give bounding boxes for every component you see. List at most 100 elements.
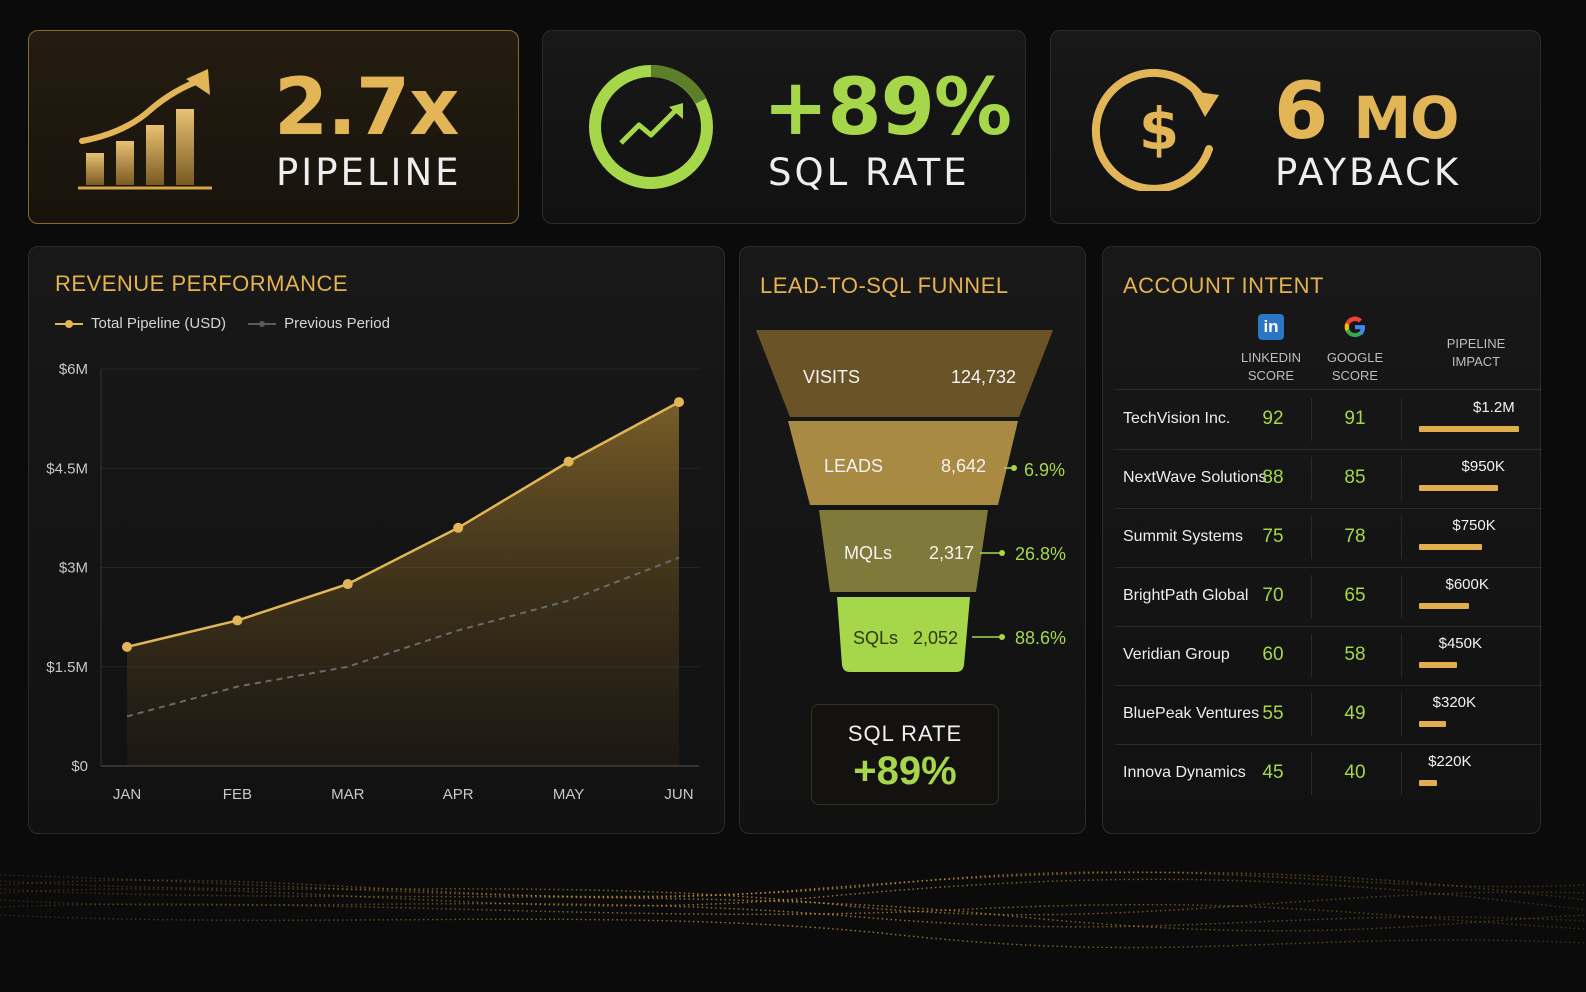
header-text: SCORE <box>1331 368 1379 383</box>
x-tick-label: FEB <box>223 786 252 803</box>
funnel-stage-leads <box>788 421 1018 505</box>
y-tick-label: $4.5M <box>46 460 88 477</box>
funnel-value: 124,732 <box>951 367 1017 387</box>
kpi-label: PAYBACK <box>1275 151 1462 194</box>
funnel-shapes <box>756 330 1053 672</box>
divider <box>1311 752 1312 795</box>
header-text: GOOGLE <box>1326 350 1384 365</box>
y-tick-label: $1.5M <box>46 659 88 676</box>
divider <box>1401 693 1402 736</box>
legend-swatch-pipeline <box>55 319 83 328</box>
google-score: 91 <box>1344 408 1366 429</box>
account-name: Summit Systems <box>1123 528 1244 545</box>
kpi-card-payback: $ 6 MO PAYBACK <box>1050 30 1541 224</box>
linkedin-score: 75 <box>1262 526 1284 547</box>
y-tick-label: $3M <box>59 560 88 577</box>
funnel-stage-sqls <box>837 597 970 672</box>
rising-bars-icon <box>78 69 212 190</box>
sql-rate-value: +89% <box>853 749 957 793</box>
account-name: BrightPath Global <box>1123 587 1249 604</box>
divider <box>1115 685 1542 686</box>
y-tick-label: $0 <box>71 758 88 775</box>
account-name: BluePeak Ventures <box>1123 705 1260 722</box>
account-intent-panel: ACCOUNT INTENT in LINKEDIN SCORE GOOGLE … <box>1102 246 1542 834</box>
data-point <box>232 615 243 626</box>
linkedin-icon: in <box>1258 314 1284 340</box>
funnel-panel: LEAD-TO-SQL FUNNEL VISITS 124,732 LEADS … <box>739 246 1086 834</box>
pipeline-impact-bar <box>1419 544 1482 550</box>
kpi-card-sql-rate: +89% SQL RATE <box>542 30 1026 224</box>
header-text: LINKEDIN <box>1241 350 1301 365</box>
funnel-conversion: 6.9% <box>1024 460 1066 480</box>
pipeline-impact-value: $1.2M <box>1473 399 1515 416</box>
funnel-stage-mqls <box>819 510 988 592</box>
pipeline-impact-value: $450K <box>1438 635 1482 652</box>
legend-swatch-previous <box>248 320 277 327</box>
header-text: IMPACT <box>1451 354 1501 369</box>
funnel-conversion: 26.8% <box>1015 544 1067 564</box>
linkedin-score: 92 <box>1262 408 1284 429</box>
funnel-value: 2,317 <box>929 543 975 563</box>
divider <box>1311 516 1312 559</box>
divider <box>1401 516 1402 559</box>
google-score: 65 <box>1344 585 1366 606</box>
data-point <box>674 397 684 408</box>
funnel-conversion: 88.6% <box>1015 628 1067 648</box>
linkedin-score: 45 <box>1262 762 1284 783</box>
funnel-label: VISITS <box>803 367 861 387</box>
google-score: 58 <box>1344 644 1366 665</box>
x-tick-label: MAY <box>553 786 584 803</box>
google-score: 85 <box>1344 467 1366 488</box>
series-area-total-pipeline <box>127 402 679 766</box>
divider <box>1401 398 1402 441</box>
pipeline-impact-value: $600K <box>1445 576 1489 593</box>
x-tick-label: APR <box>443 786 474 803</box>
divider <box>1115 389 1542 390</box>
revenue-panel: REVENUE PERFORMANCE Total Pipeline (USD)… <box>28 246 725 834</box>
funnel-value: 2,052 <box>913 628 959 648</box>
divider <box>1311 634 1312 677</box>
panel-title: REVENUE PERFORMANCE <box>55 271 349 296</box>
header-linkedin-score: LINKEDIN SCORE <box>1231 349 1311 385</box>
funnel-label: SQLs <box>853 628 899 648</box>
trend-ring-icon <box>589 64 713 189</box>
header-text: PIPELINE <box>1446 336 1506 351</box>
divider <box>1115 626 1542 627</box>
pipeline-impact-value: $220K <box>1428 753 1472 770</box>
funnel-label: LEADS <box>824 456 884 476</box>
google-score: 49 <box>1344 703 1366 724</box>
account-name: TechVision Inc. <box>1123 410 1231 427</box>
y-tick-label: $6M <box>59 361 88 378</box>
x-tick-label: MAR <box>331 786 365 803</box>
divider <box>1311 398 1312 441</box>
kpi-value: 6 MO <box>1274 73 1459 152</box>
revenue-chart: $0 $1.5M $3M $4.5M $6M JAN FEB MAR APR MAY JUN <box>46 361 699 803</box>
google-score: 40 <box>1344 762 1366 783</box>
chart-legend: Total Pipeline (USD) Previous Period <box>55 315 390 332</box>
divider <box>1401 575 1402 618</box>
account-name: Veridian Group <box>1123 646 1230 663</box>
pipeline-impact-bar <box>1419 603 1469 609</box>
linkedin-score: 88 <box>1262 467 1284 488</box>
legend-item: Previous Period <box>248 315 390 332</box>
divider <box>1115 508 1542 509</box>
header-pipeline-impact: PIPELINE IMPACT <box>1433 335 1519 371</box>
divider <box>1311 575 1312 618</box>
series-line-previous-period <box>126 556 680 718</box>
divider <box>1115 449 1542 450</box>
series-line-total-pipeline <box>126 400 680 649</box>
divider <box>1401 457 1402 500</box>
funnel-stage-visits <box>756 330 1053 417</box>
legend-label: Total Pipeline (USD) <box>91 315 227 332</box>
kpi-value: +89% <box>763 63 1012 153</box>
panel-title: ACCOUNT INTENT <box>1123 273 1324 298</box>
divider <box>1401 634 1402 677</box>
kpi-value-unit: MO <box>1353 84 1459 152</box>
divider <box>1115 567 1542 568</box>
divider <box>1311 457 1312 500</box>
data-point <box>122 641 132 652</box>
account-name: Innova Dynamics <box>1123 764 1246 781</box>
dollar-cycle-icon: $ <box>1091 68 1219 191</box>
kpi-card-pipeline: 2.7x PIPELINE <box>28 30 519 224</box>
pipeline-impact-bar <box>1419 780 1438 786</box>
